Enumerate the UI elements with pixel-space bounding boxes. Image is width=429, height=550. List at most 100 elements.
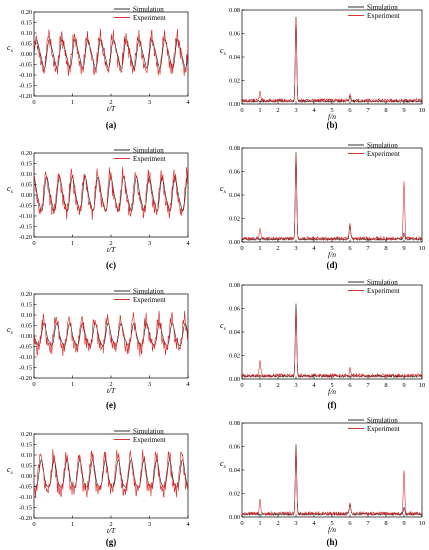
y-tick-label: -0.05: [19, 484, 32, 491]
x-tick-label: 5: [330, 107, 333, 114]
chart-panel-b: 0 1 2 3 4 5 6 7 8 9 10 0.08 0.06 0.04 0.02 0.00 f/n cs Sim…: [220, 4, 425, 130]
legend-label-simulation: Simulation: [133, 147, 164, 155]
series-line-experiment: [241, 450, 423, 517]
series-line-experiment: [33, 449, 189, 499]
y-axis-label: cs: [7, 43, 13, 54]
y-tick-label: -0.20: [19, 515, 32, 522]
x-tick-label: 9: [402, 107, 405, 114]
y-tick-label: -0.05: [19, 344, 32, 351]
x-axis-label: t/T: [107, 526, 116, 535]
y-tick-label: 0.06: [229, 444, 240, 451]
x-tick-label: 8: [384, 382, 387, 389]
plot-frame: [241, 422, 423, 518]
plot-frame: [241, 284, 423, 380]
x-tick-label: 4: [312, 382, 316, 389]
y-axis-label: cs: [220, 46, 226, 57]
chart-panel-f: 0 1 2 3 4 5 6 7 8 9 10 0.08 0.06 0.04 0.02 0.00 f/n cs Sim…: [220, 279, 425, 410]
x-tick-label: 3: [294, 382, 297, 389]
y-tick-label: -0.15: [19, 224, 32, 231]
y-axis-label: cs: [7, 184, 13, 195]
x-tick-label: 1: [258, 382, 261, 389]
series-line-simulation: [241, 151, 423, 242]
panel-label: (d): [327, 260, 338, 270]
x-tick-label: 6: [348, 382, 352, 389]
y-tick-label: 0.04: [229, 54, 240, 61]
x-tick-label: 2: [276, 245, 279, 252]
x-axis-label: f/n: [328, 525, 336, 534]
y-tick-label: -0.10: [19, 72, 32, 79]
legend-label-simulation: Simulation: [133, 6, 164, 14]
y-axis-label: cs: [220, 459, 226, 470]
x-axis-label: t/T: [107, 386, 116, 395]
x-tick-label: 10: [419, 245, 426, 252]
x-tick-label: 4: [186, 521, 190, 528]
x-tick-label: 1: [71, 381, 74, 388]
y-tick-label: 0.06: [229, 31, 240, 38]
panel-label: (a): [106, 120, 117, 130]
x-tick-label: 6: [348, 245, 352, 252]
y-tick-label: 0.02: [229, 78, 240, 85]
x-tick-label: 0: [240, 382, 243, 389]
x-tick-label: 3: [294, 520, 297, 527]
x-axis-label: f/n: [328, 112, 336, 121]
legend-label-simulation: Simulation: [133, 428, 164, 436]
legend-label-experiment: Experiment: [367, 287, 400, 295]
x-tick-label: 2: [109, 240, 112, 247]
y-tick-label: 0.08: [229, 282, 240, 289]
x-tick-label: 0: [32, 99, 35, 106]
y-tick-label: 0.10: [21, 452, 32, 459]
x-tick-label: 5: [330, 245, 333, 252]
y-tick-label: 0.00: [21, 51, 32, 58]
series-line-simulation: [241, 303, 423, 379]
y-tick-label: -0.05: [19, 203, 32, 210]
x-tick-label: 9: [402, 245, 405, 252]
x-tick-label: 3: [148, 381, 151, 388]
x-tick-label: 4: [312, 245, 316, 252]
x-tick-label: 8: [384, 520, 387, 527]
y-axis-label: cs: [220, 321, 226, 332]
y-tick-label: -0.15: [19, 365, 32, 372]
y-tick-label: 0.00: [229, 101, 240, 108]
y-tick-label: -0.15: [19, 83, 32, 90]
panel-label: (f): [328, 400, 337, 410]
x-axis-label: t/T: [107, 104, 116, 113]
y-tick-label: 0.20: [21, 150, 32, 157]
y-tick-label: 0.02: [229, 216, 240, 223]
series-line-experiment: [241, 17, 423, 104]
series-line-experiment: [33, 166, 189, 221]
y-tick-label: 0.05: [21, 463, 32, 470]
x-tick-label: 0: [240, 245, 243, 252]
y-tick-label: 0.06: [229, 169, 240, 176]
x-tick-label: 2: [109, 521, 112, 528]
legend-label-experiment: Experiment: [133, 296, 166, 304]
x-tick-label: 10: [419, 382, 426, 389]
x-tick-label: 7: [366, 382, 370, 389]
x-tick-label: 8: [384, 245, 387, 252]
x-tick-label: 7: [366, 245, 370, 252]
x-tick-label: 10: [419, 520, 426, 527]
x-tick-label: 2: [276, 520, 279, 527]
x-tick-label: 1: [71, 240, 74, 247]
x-axis-label: f/n: [328, 387, 336, 396]
series-line-simulation: [33, 322, 189, 347]
x-tick-label: 4: [186, 99, 190, 106]
y-tick-label: 0.15: [21, 20, 32, 27]
x-tick-label: 4: [312, 520, 316, 527]
y-tick-label: -0.15: [19, 505, 32, 512]
y-axis-label: cs: [220, 184, 226, 195]
legend-label-experiment: Experiment: [367, 150, 400, 158]
legend-label-experiment: Experiment: [367, 12, 400, 20]
legend-label-simulation: Simulation: [133, 288, 164, 296]
series-line-simulation: [241, 444, 423, 517]
x-tick-label: 7: [366, 107, 370, 114]
legend-label-simulation: Simulation: [367, 417, 398, 425]
y-tick-label: 0.00: [21, 192, 32, 199]
y-tick-label: 0.08: [229, 145, 240, 152]
y-axis-label: cs: [7, 325, 13, 336]
legend-label-simulation: Simulation: [367, 279, 398, 287]
chart-panel-g: 0 1 2 3 4 0.20 0.15 0.10 0.05 0.00 -0.05 -0.10 -0.15…: [7, 428, 190, 547]
y-tick-label: -0.05: [19, 62, 32, 69]
y-tick-label: 0.05: [21, 41, 32, 48]
legend-label-simulation: Simulation: [367, 142, 398, 150]
